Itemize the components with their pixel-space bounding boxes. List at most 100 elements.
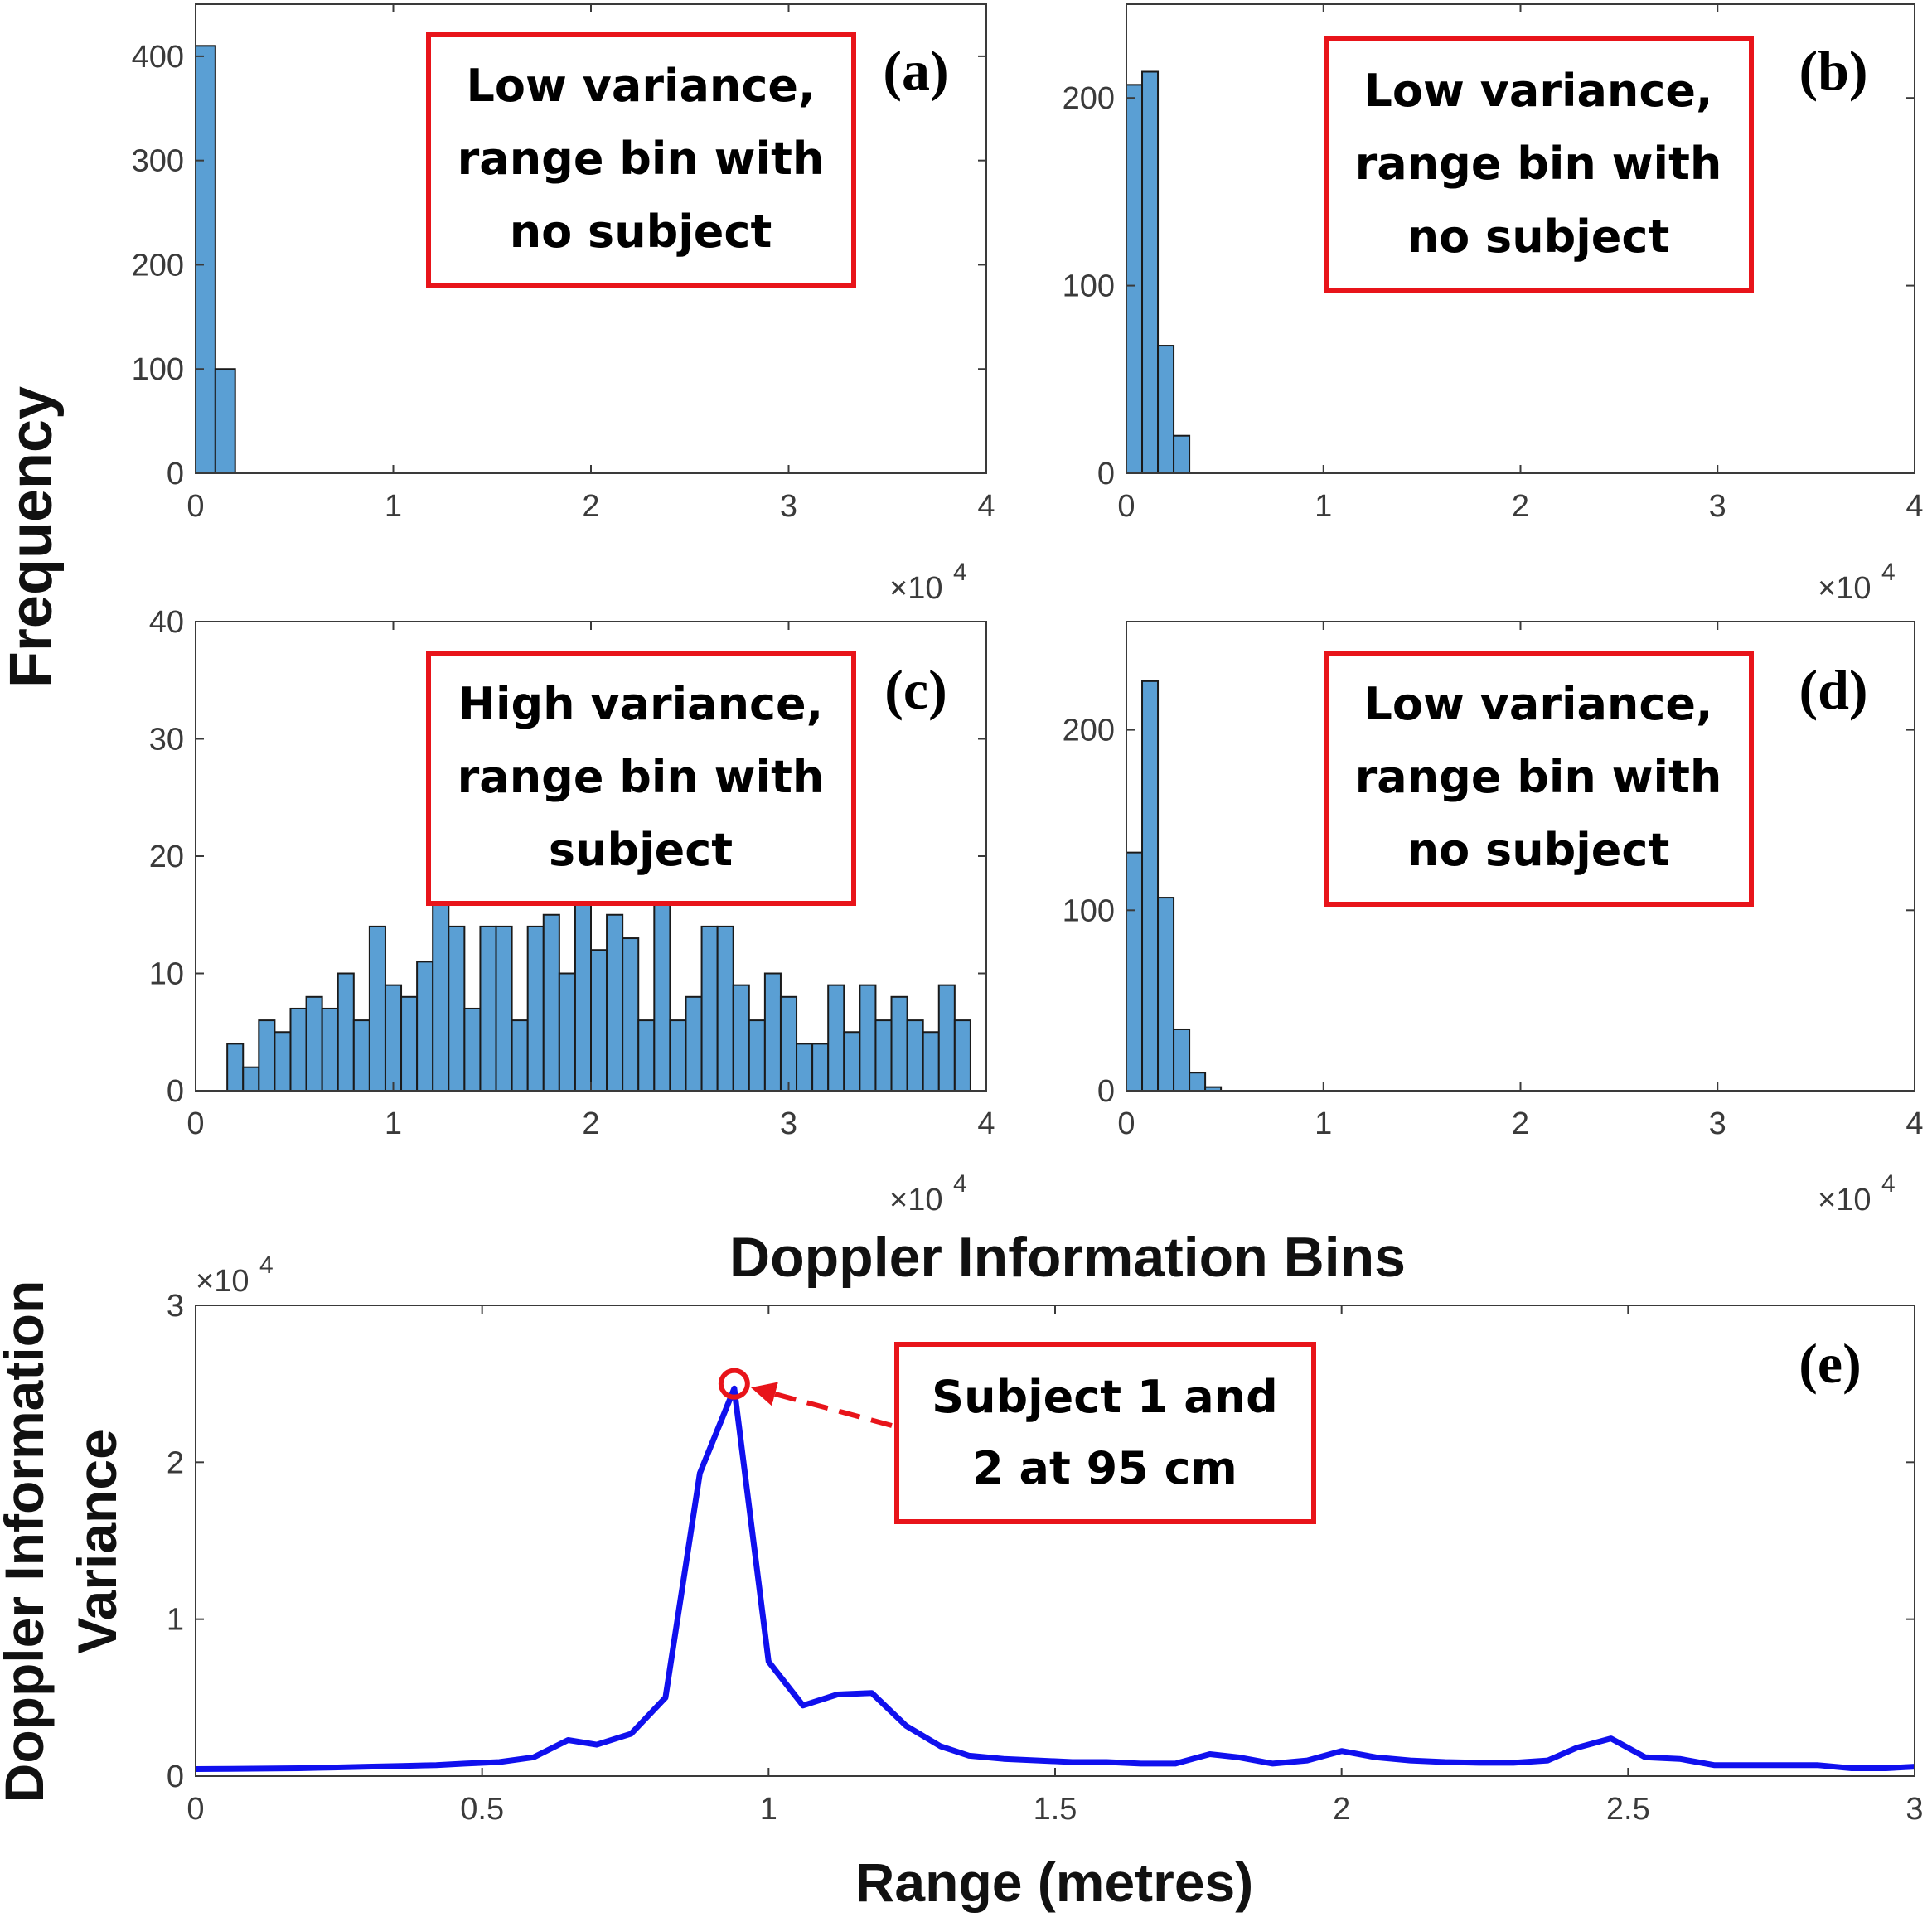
histogram-bar: [1157, 897, 1175, 1092]
y-tick-label: 0: [167, 1760, 184, 1794]
histogram-bar: [1189, 1072, 1207, 1092]
x-tick-label: 2: [1512, 489, 1529, 524]
panel-label-b: (b): [1799, 39, 1867, 102]
y-tick-label: 0: [167, 457, 184, 491]
peak-highlight-circle: [718, 1368, 750, 1400]
annotation-line-c-1: High variance,: [458, 678, 823, 730]
y-tick-label: 0: [167, 1074, 184, 1109]
y-tick-label: 40: [149, 605, 184, 640]
histogram-bar: [890, 995, 908, 1092]
annotation-line-a-3: no subject: [510, 206, 772, 258]
y-tick-label: 100: [132, 352, 184, 387]
x-tick-label: 0: [186, 1106, 204, 1141]
annotation-line-d-3: no subject: [1407, 824, 1670, 876]
histogram-panel-c: 0 10 20 30 40 0 1 2 3 4 ×10 4 High variance, ran…: [149, 605, 995, 1217]
histogram-bar: [226, 1043, 245, 1092]
histogram-bar: [906, 1019, 924, 1092]
x-scale-factor-b: ×10 4: [1818, 559, 1896, 606]
x-tick-label: 2: [582, 1106, 599, 1141]
histogram-bars-d: [1126, 680, 1223, 1092]
histogram-bar: [653, 890, 671, 1092]
histogram-bar: [732, 984, 750, 1092]
annotation-line-b-2: range bin with: [1355, 138, 1722, 190]
histogram-bar: [337, 972, 355, 1092]
x-tick-label: 0: [186, 489, 204, 524]
x-tick-label: 3: [1709, 489, 1726, 524]
histogram-bar: [1157, 345, 1175, 474]
x-tick-label: 0: [1117, 489, 1135, 524]
histogram-bar: [448, 925, 466, 1092]
histogram-bar: [463, 1007, 482, 1092]
variance-line: [195, 1385, 1915, 1772]
histogram-bar: [526, 925, 545, 1092]
y-scale-factor-e: ×10 4: [196, 1251, 274, 1299]
y-scale-exponent-e: 4: [259, 1251, 274, 1279]
histogram-bar: [700, 925, 719, 1092]
histogram-bar: [590, 949, 608, 1092]
histogram-bar: [748, 1019, 766, 1092]
y-tick-label: 30: [149, 723, 184, 758]
annotation-line-c-2: range bin with: [458, 751, 825, 803]
frequency-axis-label: Frequency: [0, 386, 65, 688]
histogram-bars-a: [195, 45, 236, 475]
annotation-box-b: [1324, 36, 1754, 293]
x-tick-label: 1: [1315, 489, 1332, 524]
x-tick-label: 2: [1333, 1792, 1350, 1827]
histogram-bar: [622, 937, 640, 1092]
x-tick-label: 0: [186, 1792, 204, 1827]
x-scale-exponent-a: 4: [953, 559, 967, 586]
histogram-bar: [352, 1019, 370, 1092]
histogram-bar: [716, 925, 734, 1092]
x-scale-base-b: ×10: [1818, 571, 1871, 606]
histogram-bar: [685, 995, 703, 1092]
y-tick-label: 10: [149, 957, 184, 992]
x-tick-label: 1: [760, 1792, 777, 1827]
histogram-bar: [574, 890, 592, 1092]
doppler-bins-axis-label: Doppler Information Bins: [729, 1226, 1406, 1289]
histogram-bar: [953, 1019, 971, 1092]
histogram-bar: [811, 1043, 830, 1092]
annotation-line-d-2: range bin with: [1355, 751, 1722, 803]
annotation-box-d: [1324, 651, 1754, 907]
histogram-panel-d: 0 100 200 0 1 2 3 4 ×10 4 Low variance, range …: [1063, 621, 1924, 1217]
y-tick-label: 0: [1097, 457, 1115, 491]
histogram-bar: [1141, 70, 1160, 474]
histogram-bar: [922, 1031, 940, 1092]
x-ticks-c: 0 1 2 3 4: [186, 622, 995, 1141]
x-tick-label: 2: [1512, 1106, 1529, 1141]
histogram-bar: [242, 1066, 260, 1092]
x-tick-label: 4: [1905, 489, 1923, 524]
y-ticks-d: 0 100 200: [1063, 714, 1915, 1109]
x-scale-exponent-c: 4: [953, 1170, 967, 1198]
annotation-line-c-3: subject: [549, 824, 733, 876]
x-ticks-e: 0 0.5 1 1.5 2 2.5 3: [186, 1305, 1924, 1827]
histogram-bar: [1126, 851, 1144, 1092]
y-tick-label: 1: [167, 1603, 184, 1638]
histogram-bar: [606, 913, 624, 1092]
histogram-bar: [779, 995, 798, 1092]
x-tick-label: 1: [1315, 1106, 1332, 1141]
x-scale-base-c: ×10: [889, 1183, 942, 1217]
histogram-bar: [258, 1019, 276, 1092]
x-tick-label: 3: [780, 489, 797, 524]
histogram-bar: [542, 913, 560, 1092]
histogram-panel-b: 0 100 200 0 1 2 3 4 ×10 4 Low variance, range …: [1063, 3, 1924, 606]
histogram-bar: [637, 1019, 656, 1092]
y-ticks-c: 0 10 20 30 40: [149, 605, 986, 1109]
histogram-bar: [289, 1007, 307, 1092]
y-tick-label: 0: [1097, 1074, 1115, 1109]
x-axis-label-e: Range (metres): [855, 1852, 1253, 1913]
histogram-bar: [432, 890, 450, 1092]
histogram-bar: [305, 995, 323, 1092]
panel-label-c: (c): [884, 658, 947, 721]
annotation-line-d-1: Low variance,: [1363, 678, 1712, 730]
x-tick-label: 0: [1117, 1106, 1135, 1141]
histogram-bar: [827, 984, 845, 1092]
annotation-line-e-2: 2 at 95 cm: [972, 1442, 1237, 1494]
x-scale-factor-c: ×10 4: [889, 1170, 967, 1217]
y-ticks-a: 0 100 200 300 400: [132, 40, 986, 491]
annotation-line-a-1: Low variance,: [466, 60, 815, 112]
x-ticks-a: 0 1 2 3 4: [186, 4, 995, 524]
histogram-bar: [1173, 434, 1191, 474]
